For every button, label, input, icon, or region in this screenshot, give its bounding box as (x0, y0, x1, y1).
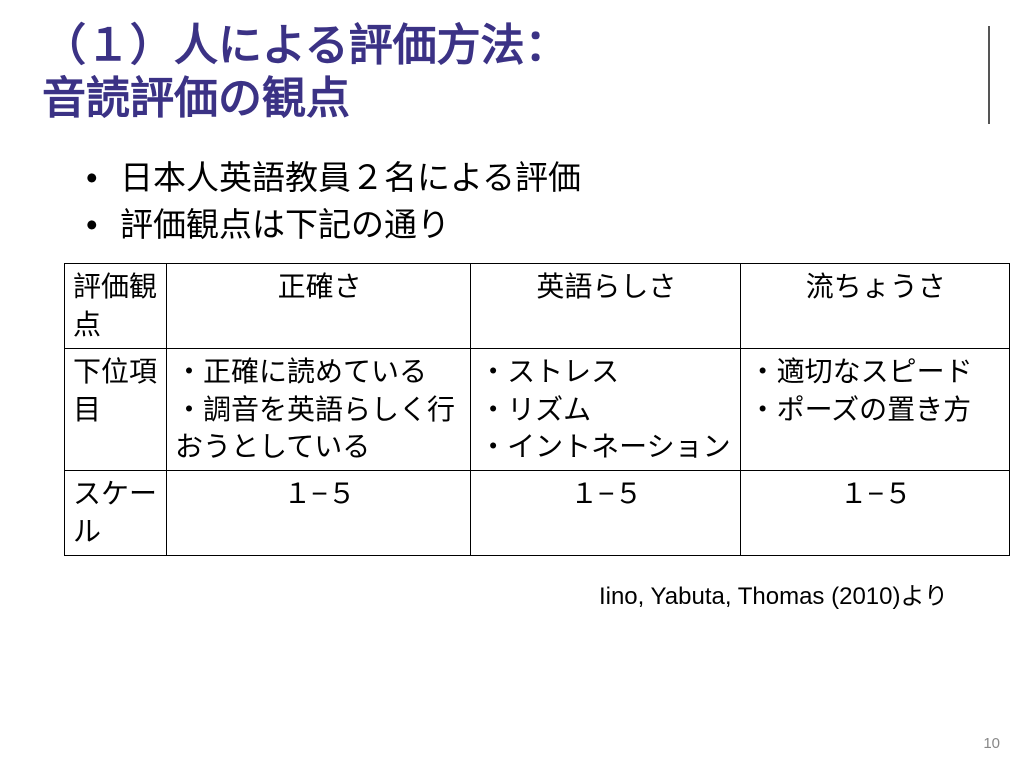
cell-subitems: ・正確に読めている・調音を英語らしく行おうとしている (167, 348, 471, 470)
cell-scale: １−５ (740, 471, 1009, 556)
bullet-item: • 評価観点は下記の通り (86, 201, 988, 249)
row-label: 下位項目 (65, 348, 167, 470)
citation-text: Iino, Yabuta, Thomas (2010)より (36, 576, 948, 611)
title-divider (988, 26, 990, 124)
slide-container: （１）人による評価方法： 音読評価の観点 • 日本人英語教員２名による評価 • … (0, 0, 1024, 611)
bullet-item: • 日本人英語教員２名による評価 (86, 154, 988, 202)
title-line-1: （１）人による評価方法： (42, 21, 569, 70)
table-row-subitems: 下位項目 ・正確に読めている・調音を英語らしく行おうとしている ・ストレス・リズ… (65, 348, 1010, 470)
table-row-header: 評価観点 正確さ 英語らしさ 流ちょうさ (65, 264, 1010, 349)
bullet-text: 評価観点は下記の通り (120, 201, 450, 249)
slide-title: （１）人による評価方法： 音読評価の観点 (42, 20, 988, 126)
col-header: 正確さ (167, 264, 471, 349)
cell-scale: １−５ (471, 471, 740, 556)
cell-scale: １−５ (167, 471, 471, 556)
cell-subitems: ・適切なスピード・ポーズの置き方 (740, 348, 1009, 470)
col-header: 流ちょうさ (740, 264, 1009, 349)
cell-subitems: ・ストレス・リズム・イントネーション (471, 348, 740, 470)
bullet-marker: • (86, 201, 120, 249)
row-label: 評価観点 (65, 264, 167, 349)
bullet-marker: • (86, 154, 120, 202)
row-label: スケール (65, 471, 167, 556)
bullet-list: • 日本人英語教員２名による評価 • 評価観点は下記の通り (36, 154, 988, 250)
title-block: （１）人による評価方法： 音読評価の観点 (36, 18, 988, 132)
bullet-text: 日本人英語教員２名による評価 (120, 154, 581, 202)
evaluation-table: 評価観点 正確さ 英語らしさ 流ちょうさ 下位項目 ・正確に読めている・調音を英… (64, 263, 1010, 556)
col-header: 英語らしさ (471, 264, 740, 349)
table-row-scale: スケール １−５ １−５ １−５ (65, 471, 1010, 556)
page-number: 10 (983, 735, 1000, 752)
title-line-2: 音読評価の観点 (42, 74, 350, 123)
